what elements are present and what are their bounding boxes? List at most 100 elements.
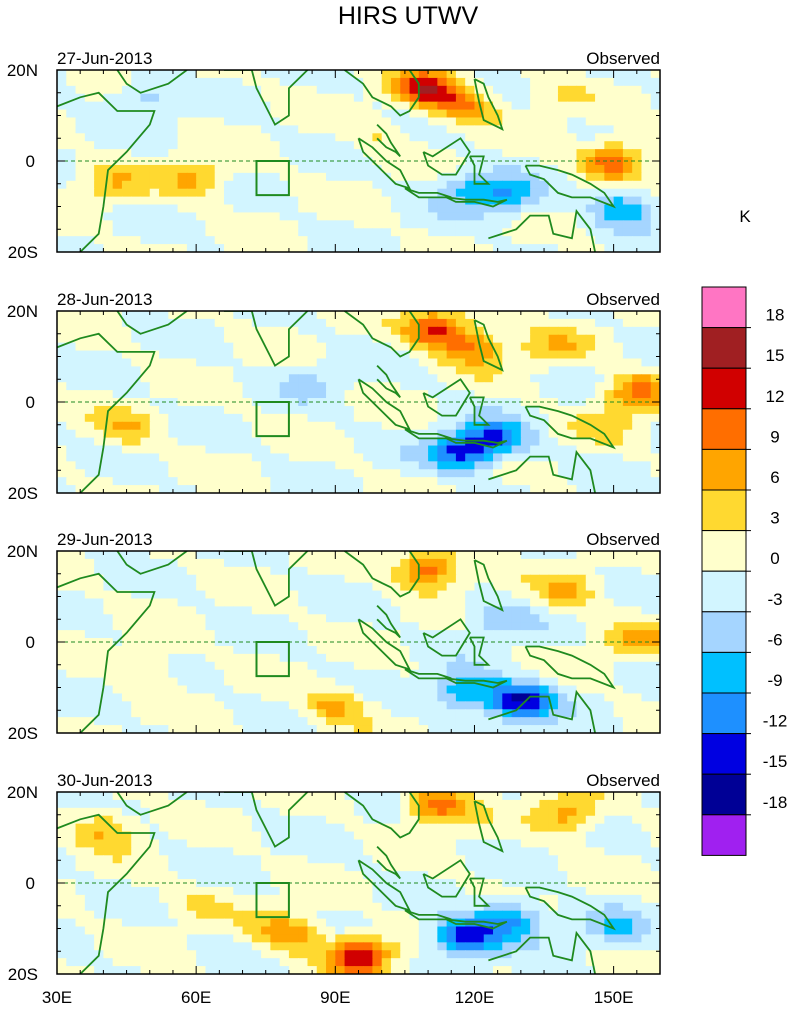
grid-cell — [363, 453, 374, 462]
grid-cell — [465, 172, 476, 182]
grid-cell — [437, 85, 448, 95]
grid-cell — [196, 220, 207, 229]
grid-cell — [261, 358, 271, 367]
grid-cell — [140, 374, 151, 383]
grid-cell — [650, 220, 660, 229]
grid-cell — [112, 244, 123, 252]
grid-cell — [168, 701, 179, 710]
grid-cell — [261, 614, 271, 623]
grid-cell — [400, 437, 411, 447]
grid-cell — [595, 799, 605, 809]
grid-cell — [168, 807, 179, 817]
grid-cell — [520, 717, 531, 726]
grid-cell — [493, 590, 503, 600]
grid-cell — [539, 799, 550, 809]
grid-cell — [502, 566, 513, 576]
grid-cell — [159, 382, 169, 391]
grid-cell — [465, 244, 476, 252]
grid-cell — [641, 342, 652, 352]
grid-cell — [140, 485, 151, 493]
grid-cell — [613, 366, 624, 375]
grid-cell — [400, 429, 411, 439]
grid-cell — [428, 421, 438, 431]
grid-cell — [251, 318, 262, 328]
grid-cell — [557, 551, 568, 560]
grid-cell — [66, 342, 77, 352]
grid-cell — [465, 566, 476, 576]
grid-cell — [502, 645, 513, 655]
grid-cell — [121, 445, 132, 455]
grid-cell — [177, 701, 188, 710]
grid-cell — [372, 220, 383, 229]
grid-cell — [251, 453, 262, 462]
grid-cell — [75, 405, 86, 415]
grid-cell — [140, 318, 151, 328]
grid-cell — [641, 188, 652, 198]
grid-cell — [103, 109, 114, 119]
grid-cell — [595, 212, 605, 221]
grid-cell — [288, 101, 299, 111]
grid-cell — [316, 461, 327, 470]
grid-cell — [548, 366, 559, 375]
grid-cell — [390, 164, 401, 174]
grid-cell — [344, 196, 355, 206]
grid-cell — [94, 326, 104, 336]
grid-cell — [177, 574, 188, 584]
grid-cell — [335, 677, 346, 687]
grid-cell — [437, 566, 448, 576]
grid-cell — [418, 164, 429, 174]
grid-cell — [94, 311, 104, 320]
grid-cell — [372, 453, 383, 462]
grid-cell — [66, 70, 77, 79]
grid-cell — [530, 701, 540, 710]
grid-cell — [613, 149, 624, 158]
grid-cell — [446, 374, 457, 383]
grid-cell — [530, 125, 540, 134]
grid-cell — [548, 157, 559, 166]
grid-cell — [57, 725, 67, 733]
grid-cell — [576, 70, 587, 79]
grid-cell — [316, 815, 327, 825]
grid-cell — [465, 342, 476, 352]
grid-cell — [261, 606, 271, 615]
grid-cell — [465, 382, 476, 391]
grid-cell — [428, 709, 438, 718]
grid-cell — [196, 574, 207, 584]
grid-cell — [223, 645, 234, 655]
grid-cell — [298, 445, 309, 455]
grid-cell — [279, 93, 290, 103]
grid-cell — [613, 188, 624, 198]
grid-cell — [604, 133, 615, 142]
grid-cell — [94, 429, 104, 439]
grid-cell — [390, 326, 401, 336]
grid-cell — [455, 469, 466, 478]
grid-cell — [279, 453, 290, 462]
grid-cell — [131, 606, 142, 615]
grid-cell — [214, 311, 225, 320]
grid-cell — [159, 180, 169, 190]
grid-cell — [567, 244, 578, 252]
grid-cell — [474, 109, 485, 119]
grid-cell — [585, 693, 596, 702]
grid-cell — [103, 196, 114, 206]
grid-cell — [493, 141, 503, 150]
grid-cell — [428, 685, 438, 695]
grid-cell — [604, 212, 615, 221]
grid-cell — [511, 725, 522, 733]
grid-cell — [140, 334, 151, 344]
grid-cell — [548, 807, 559, 817]
grid-cell — [455, 653, 466, 663]
grid-cell — [270, 807, 281, 817]
grid-cell — [344, 342, 355, 352]
grid-cell — [298, 196, 309, 206]
grid-cell — [493, 70, 503, 79]
grid-cell — [483, 133, 494, 142]
grid-cell — [149, 645, 160, 655]
grid-cell — [520, 405, 531, 415]
grid-cell — [159, 220, 169, 229]
grid-cell — [502, 149, 513, 158]
grid-cell — [270, 661, 281, 671]
grid-cell — [196, 485, 207, 493]
grid-cell — [632, 109, 643, 119]
grid-cell — [381, 149, 392, 158]
